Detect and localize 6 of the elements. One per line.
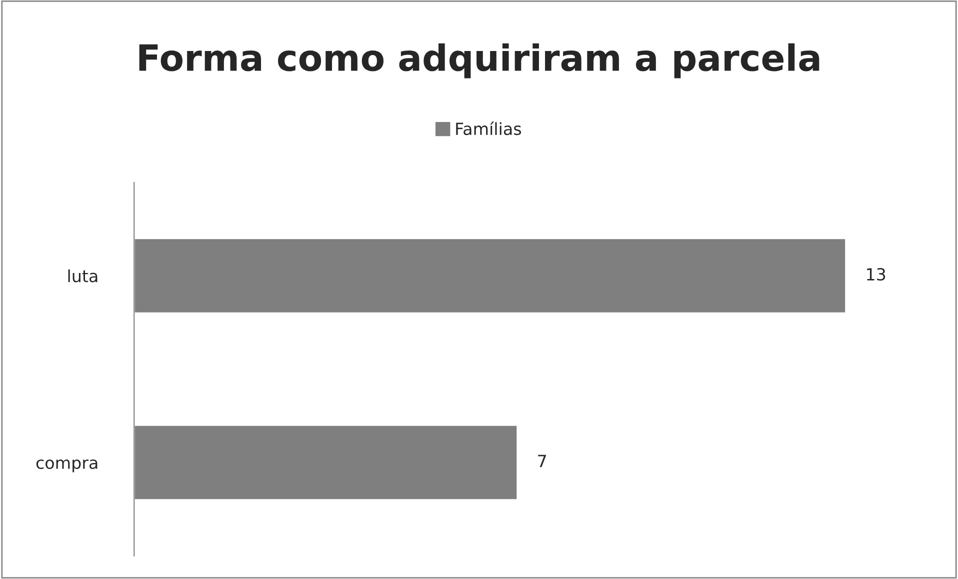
data-label: 13 — [867, 268, 886, 281]
legend-label: Famílias — [456, 122, 522, 136]
data-label: 7 — [538, 454, 546, 468]
y-tick-label: luta — [68, 269, 98, 282]
y-tick-label: compra — [36, 459, 98, 472]
chart-title: Forma como adquiriram a parcela — [139, 43, 820, 78]
